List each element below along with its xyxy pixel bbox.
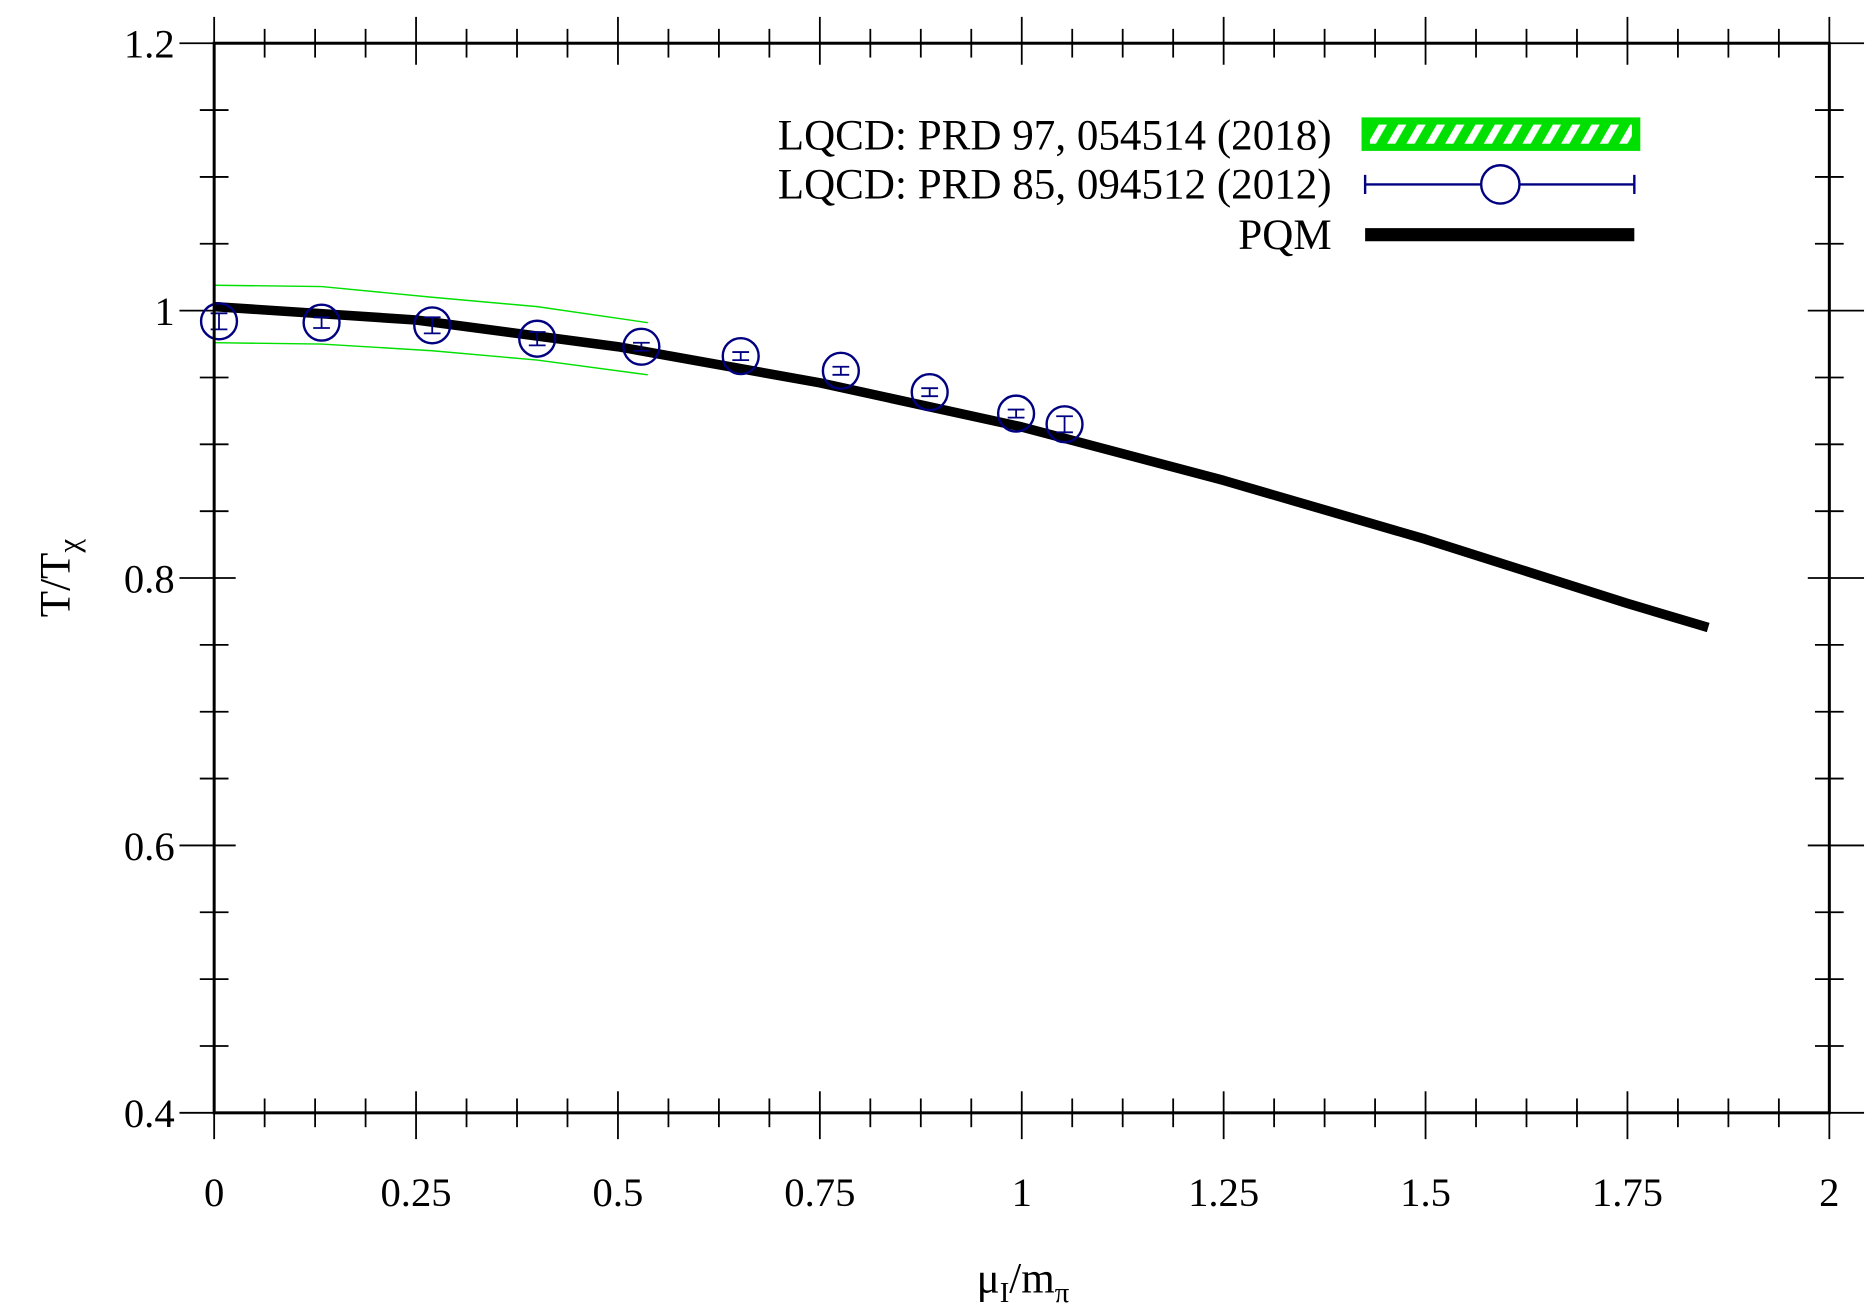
point-marker [996, 394, 1036, 433]
x-axis-label: μI/mπ [977, 1255, 1070, 1308]
data-point [302, 303, 341, 342]
pqm-line [213, 301, 1710, 633]
x-tick-label: 1.5 [1400, 1170, 1451, 1215]
point-marker [199, 302, 239, 341]
points-series [199, 302, 1084, 444]
data-point [996, 394, 1036, 433]
x-tick-label: 2 [1819, 1170, 1839, 1215]
y-tick-label: 0.8 [124, 556, 175, 601]
x-tick-label: 1.75 [1592, 1170, 1663, 1215]
legend-label: LQCD: PRD 97, 054514 (2018) [778, 113, 1332, 160]
y-tick-labels: 0.4 0.6 0.8 1 1.2 [124, 22, 175, 1137]
legend-label: LQCD: PRD 85, 094512 (2012) [778, 162, 1332, 209]
point-marker [910, 373, 949, 412]
point-marker [302, 303, 341, 342]
x-tick-labels: 0 0.25 0.5 0.75 1 1.25 1.5 1.75 2 [204, 1170, 1840, 1215]
legend-label: PQM [1238, 212, 1331, 259]
y-tick-label: 0.4 [124, 1091, 175, 1136]
point-marker [1045, 405, 1084, 444]
x-tick-label: 0.75 [784, 1170, 855, 1215]
y-tick-label: 1.2 [124, 22, 175, 67]
data-point [622, 327, 661, 366]
y-axis-label: T/Tχ [32, 539, 86, 618]
band-series [214, 284, 648, 376]
band-upper-edge [214, 284, 648, 324]
legend: LQCD: PRD 97, 054514 (2018) LQCD: PRD 85… [778, 113, 1641, 259]
data-point [413, 306, 452, 345]
x-tick-label: 1 [1012, 1170, 1032, 1215]
data-point [1045, 405, 1084, 444]
legend-swatch-points [1363, 164, 1636, 205]
band-lower-edge [214, 341, 648, 376]
point-marker [821, 351, 860, 390]
x-tick-label: 0.5 [593, 1170, 644, 1215]
x-tick-label: 0.25 [380, 1170, 451, 1215]
data-point [518, 319, 557, 358]
pqm-series [213, 301, 1710, 633]
point-marker [518, 319, 557, 358]
data-point [721, 336, 760, 376]
point-marker [721, 336, 760, 376]
point-marker [622, 327, 661, 366]
data-point [910, 373, 949, 412]
x-tick-label: 1.25 [1188, 1170, 1259, 1215]
plot-frame [212, 41, 1831, 1115]
y-tick-label: 0.6 [124, 824, 175, 869]
y-tick-label: 1 [154, 289, 174, 334]
data-point [821, 351, 860, 390]
x-tick-label: 0 [204, 1170, 224, 1215]
point-marker [413, 306, 452, 345]
